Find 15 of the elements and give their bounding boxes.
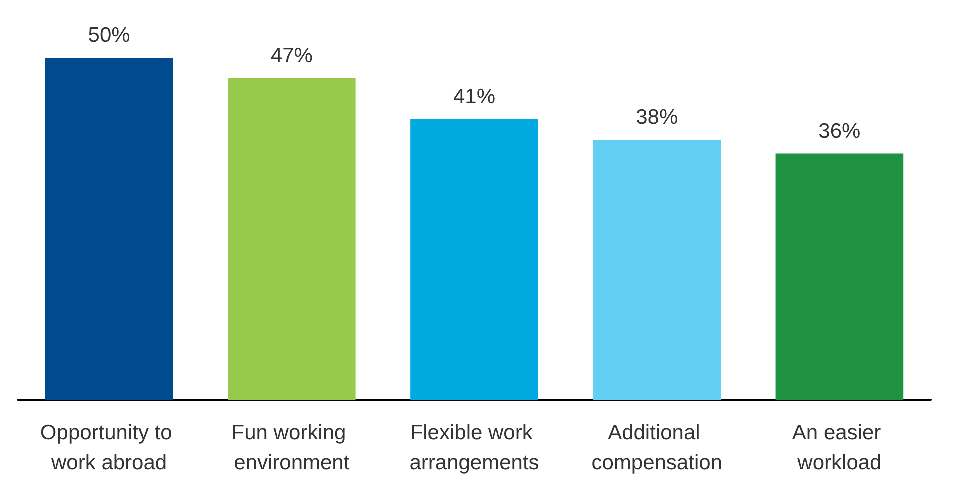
x-tick-label: Fun working environment [232, 422, 352, 474]
x-tick-label: Flexible work arrangements [410, 422, 540, 474]
bar [776, 154, 904, 400]
bar [593, 140, 722, 400]
data-label: 41% [453, 86, 496, 109]
x-tick-label: Opportunity to work abroad [40, 422, 178, 474]
bar [45, 58, 174, 400]
data-label: 36% [818, 120, 861, 143]
data-label: 38% [636, 106, 678, 130]
data-label: 47% [270, 44, 313, 68]
bar [228, 78, 356, 400]
data-label: 50% [88, 24, 130, 47]
x-tick-label: Additional compensation [592, 422, 722, 474]
x-tick-label: An easier workload [792, 422, 887, 474]
bar [410, 120, 538, 400]
